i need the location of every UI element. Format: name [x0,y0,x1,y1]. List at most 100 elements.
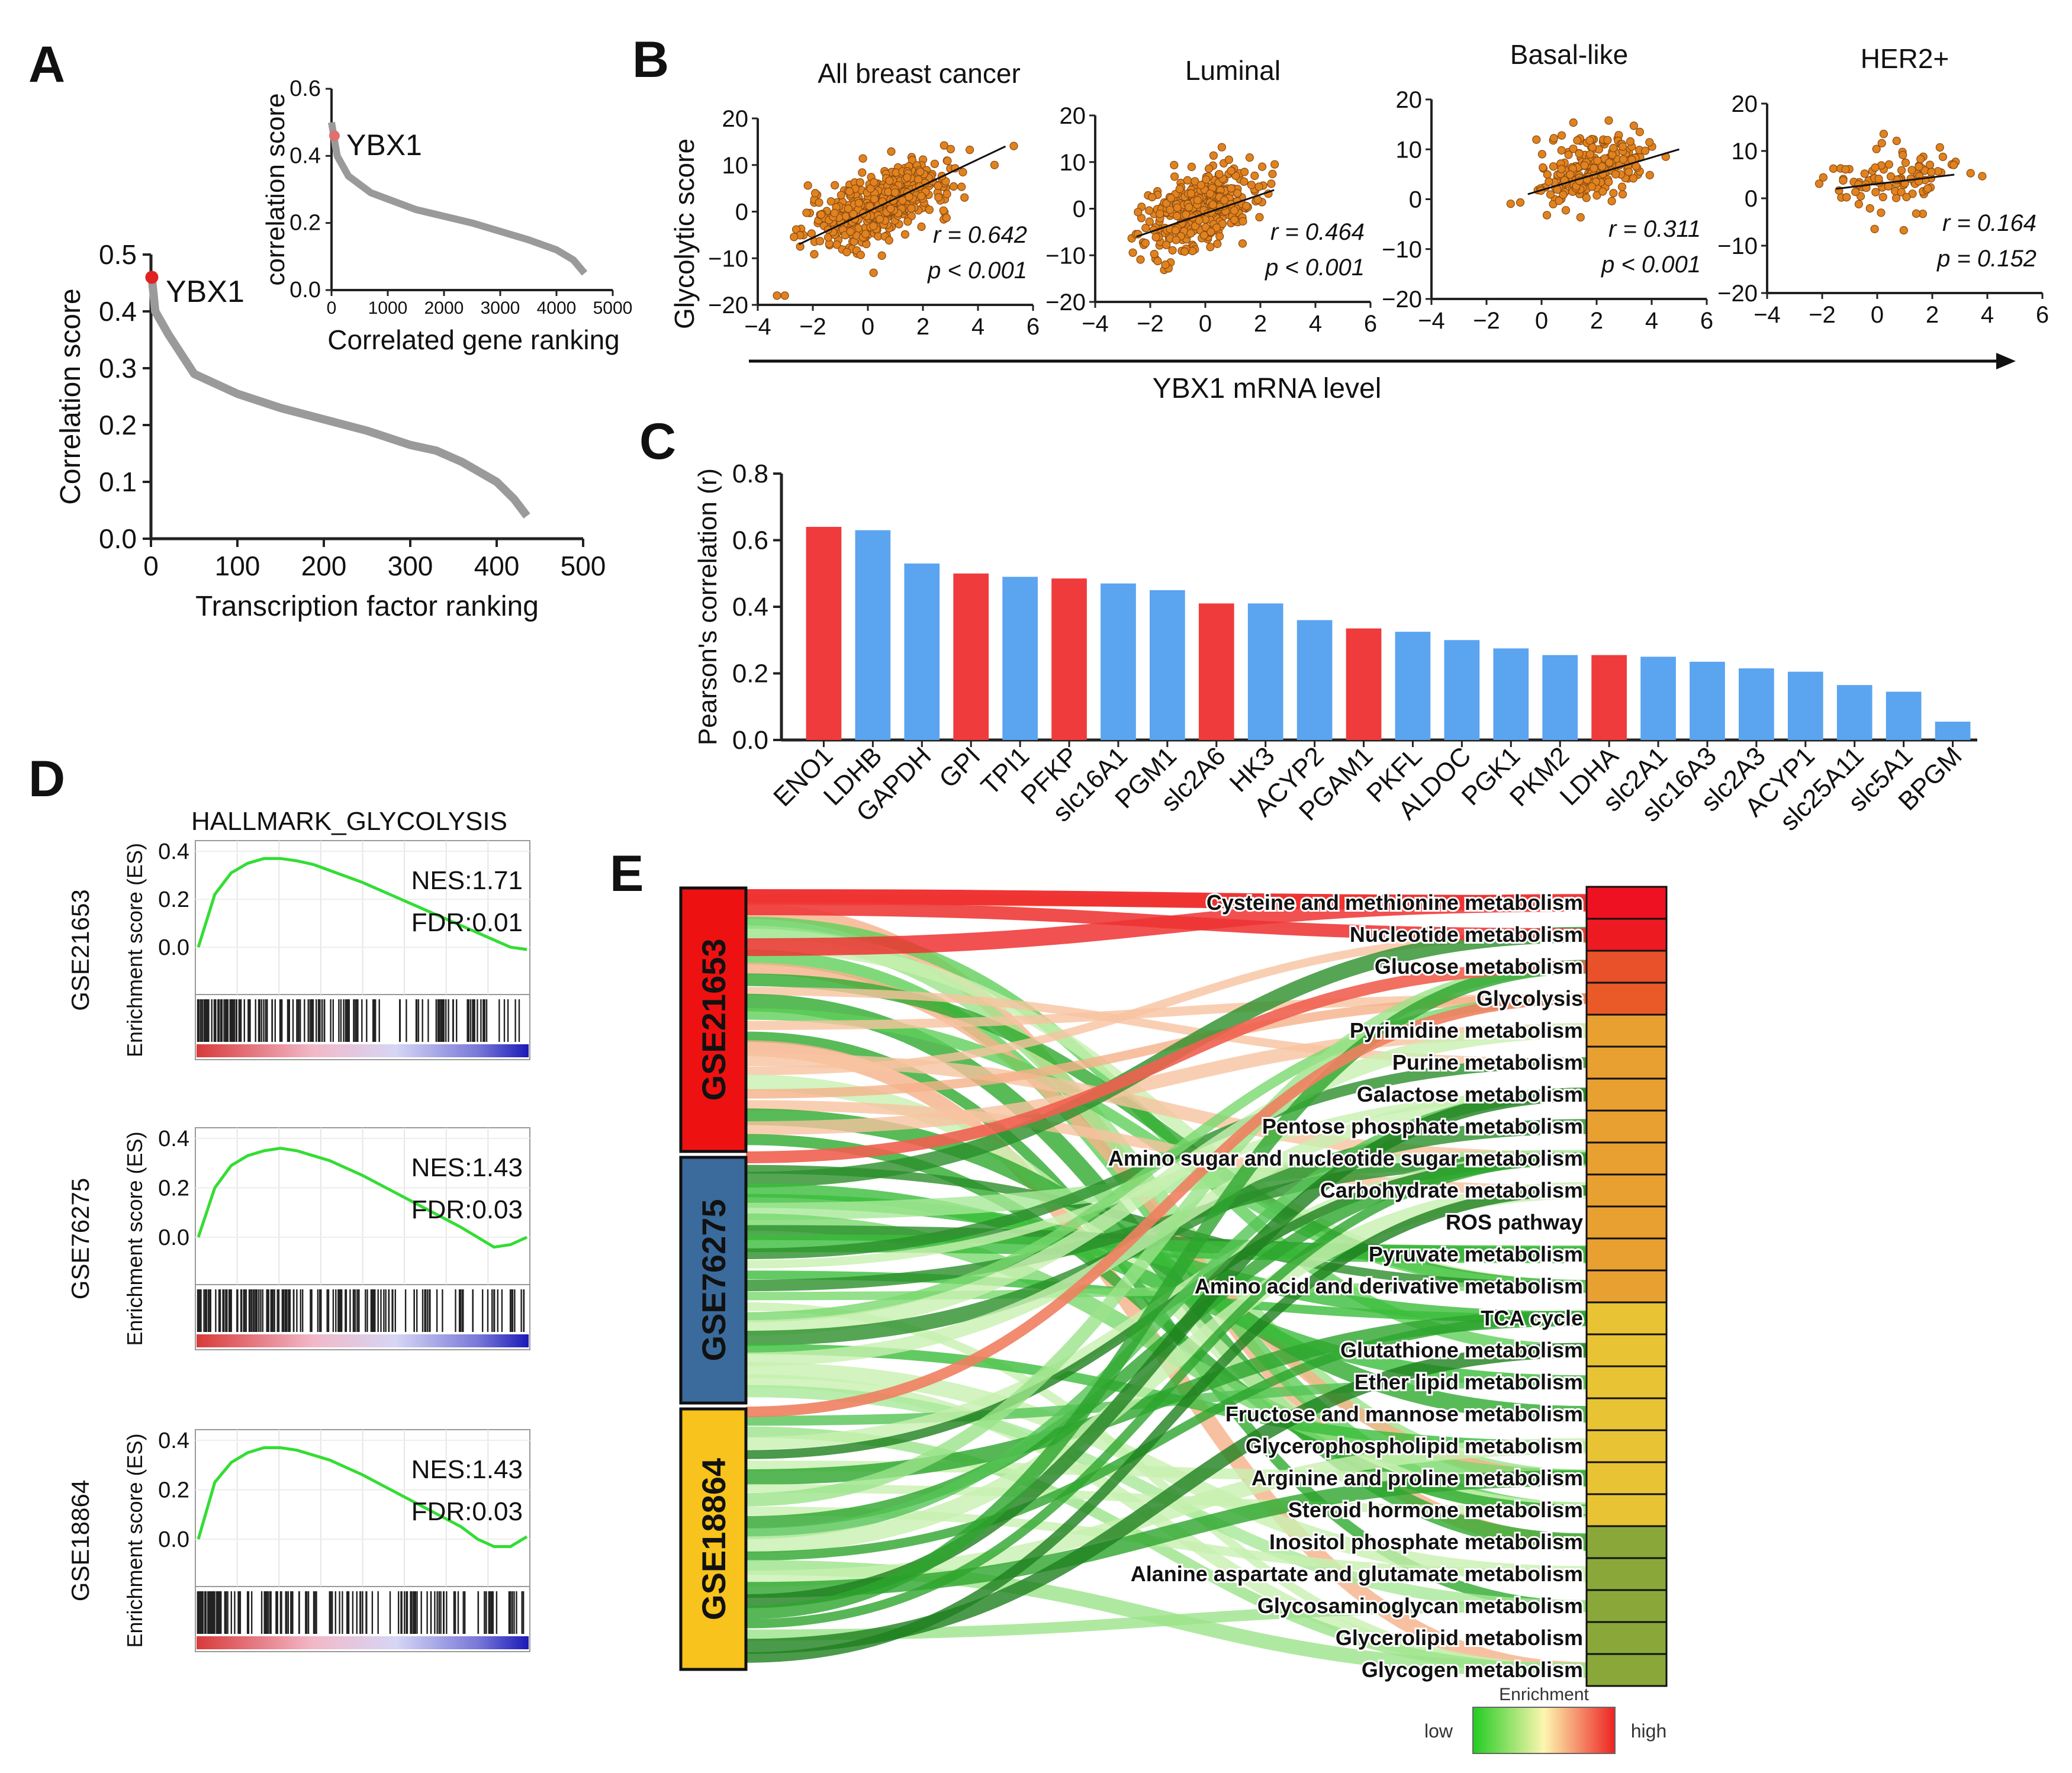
scatter-point [1897,166,1906,175]
panel-a-ytick-label: 0.5 [99,239,137,270]
scatter-point [1566,170,1575,179]
panel-b-points [1506,116,1670,222]
scatter-point [1609,144,1618,153]
sankey-target-label: Fructose and mannose metabolism [1225,1402,1583,1426]
panel-b-ytick-label: 20 [1060,103,1086,129]
bar [1886,691,1922,740]
panel-b-p-value: p < 0.001 [927,258,1027,284]
sankey-target-label: Galactose metabolism [1357,1082,1583,1106]
sankey-target-block [1585,1013,1668,1048]
bar [1787,671,1823,740]
scatter-point [1580,161,1589,170]
sankey-target-label: Cysteine and methionine metabolism [1206,890,1583,915]
panel-label-e: E [610,845,644,902]
gsea-hits [197,1289,525,1332]
sankey-source-block [679,1156,748,1405]
sankey-source-block [679,1407,748,1671]
sankey-link [745,1023,1587,1336]
scatter-point [1193,196,1202,205]
scatter-point [1186,229,1195,238]
panel-b-xtick-label: 2 [1590,308,1603,334]
scatter-point [1935,143,1944,152]
panel-a-inset-ybx1-point [329,130,340,141]
scatter-point [1593,156,1602,165]
sankey-target-label: Steroid hormone metabolism [1288,1498,1583,1522]
sankey-link [745,1182,1587,1553]
sankey-link [745,1185,1587,1663]
panel-d: 0.4 0.2 0.0 NES:1.71 FDR:0.01 GSE21653 Enrichm… [66,839,530,1652]
sankey-target-label: Glutathione metabolism [1340,1338,1583,1362]
sankey-target-block [1585,918,1668,952]
gsea-ytick-label: 0.4 [158,1428,189,1453]
scatter-point [1607,197,1616,205]
scatter-point [1582,194,1591,202]
panel-b-title: All breast cancer [818,58,1021,89]
scatter-point [1629,174,1638,183]
panel-b-xtick-label: 0 [1199,311,1212,337]
scatter-point [1557,131,1566,140]
scatter-point [990,160,999,169]
scatter-point [1645,170,1654,179]
panel-b-xtick-label: 0 [861,314,874,340]
scatter-point [870,195,879,204]
sankey-target-label: Pyrimidine metabolism [1350,1018,1583,1042]
sankey-target-block [1585,1621,1668,1655]
scatter-point [1141,239,1150,247]
panel-b-title: HER2+ [1861,43,1949,74]
scatter-point [1217,143,1226,152]
scatter-point [815,237,825,246]
scatter-point [1966,169,1975,178]
scatter-point [1170,160,1179,169]
scatter-point [1618,190,1627,199]
sankey-target-label: Glycosaminoglycan metabolism [1257,1594,1583,1618]
panel-b-xtick-label: 4 [1309,311,1322,337]
scatter-point [780,291,789,300]
scatter-point [1240,168,1249,176]
sankey-target-label: Glycerolipid metabolism [1336,1626,1583,1650]
scatter-point [1270,160,1279,169]
scatter-point [1587,182,1596,191]
panel-d-subplot: 0.4 0.2 0.0 NES:1.71 FDR:0.01 GSE21653 Enrichm… [66,839,530,1060]
scatter-point [1542,211,1552,220]
bar [1346,628,1382,740]
scatter-point [1899,226,1908,235]
scatter-point [1206,243,1215,252]
scatter-point [803,181,812,190]
panel-b-title: Luminal [1185,55,1280,86]
scatter-point [1907,166,1916,175]
scatter-point [1573,136,1582,145]
scatter-point [846,227,855,236]
panel-b-fit-line [1836,173,1955,190]
scatter-point [796,242,805,251]
scatter-point [1128,248,1137,257]
scatter-point [1191,221,1200,230]
scatter-point [903,217,912,226]
bar [1395,632,1431,740]
sankey-source-label: GSE18864 [695,1458,732,1620]
scatter-point [1180,247,1189,256]
sankey-target-label: Arginine and proline metabolism [1251,1466,1583,1490]
sankey-target-block [1585,1365,1668,1399]
scatter-point [856,250,866,259]
scatter-point [1576,213,1585,222]
legend-colorbar [1472,1707,1616,1754]
gsea-fdr: FDR:0.01 [411,908,523,937]
scatter-point [1215,232,1224,241]
panel-a-inset-ytick-label: 0.6 [289,76,321,101]
scatter-point [858,154,867,163]
scatter-point [1901,158,1910,167]
panel-a-inset-ytick-label: 0.4 [289,143,321,168]
panel-a-xlabel: Transcription factor ranking [195,591,539,622]
gsea-ranking-strip [197,1044,529,1057]
scatter-point [1899,150,1907,159]
panel-a-ytick-label: 0.2 [99,410,137,440]
scatter-point [1619,155,1628,164]
scatter-point [854,199,864,208]
panel-b-xtick-label: 2 [1926,302,1939,328]
scatter-point [1555,197,1563,205]
scatter-point [1884,160,1893,169]
scatter-point [1202,175,1211,184]
panel-b-xtick-label: 4 [1645,308,1658,334]
